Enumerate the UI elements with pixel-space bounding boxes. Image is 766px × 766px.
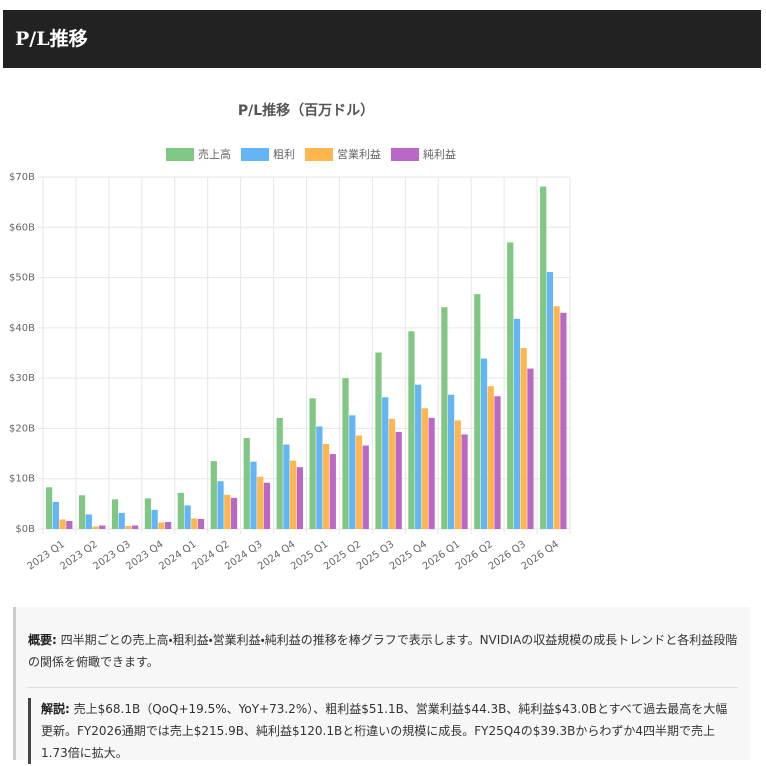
commentary: 解説: 売上$68.1B（QoQ+19.5%、YoY+73.2%）、粗利益$51… <box>28 698 738 764</box>
bar <box>553 306 560 529</box>
y-tick-label: $50B <box>9 273 35 284</box>
bar <box>494 396 501 529</box>
x-tick-label: 2026 Q4 <box>520 539 561 573</box>
page-header: P/L推移 <box>3 10 761 68</box>
bar <box>296 467 303 529</box>
y-tick-label: $30B <box>9 373 35 384</box>
y-tick-label: $10B <box>9 474 35 485</box>
bar <box>560 312 567 529</box>
bar <box>428 417 435 529</box>
bar <box>474 294 481 529</box>
legend-swatch <box>241 148 269 161</box>
bar <box>540 186 547 529</box>
bar <box>290 460 297 529</box>
commentary-label: 解説: <box>41 702 70 716</box>
separator <box>28 687 738 688</box>
bar <box>408 331 415 529</box>
bar <box>92 526 99 529</box>
summary: 概要: 四半期ごとの売上高・粗利益・営業利益・純利益の推移を棒グラフで表示します… <box>28 629 738 673</box>
bar <box>355 435 363 529</box>
bar <box>78 495 86 529</box>
y-tick-label: $0B <box>15 524 35 535</box>
bar <box>322 444 330 529</box>
legend-label: 売上高 <box>198 147 231 161</box>
legend-label: 粗利 <box>273 148 295 161</box>
legend-label: 純利益 <box>423 147 456 161</box>
bar <box>382 397 389 529</box>
y-tick-label: $70B <box>9 172 35 183</box>
bar <box>507 242 514 529</box>
bar <box>165 521 172 529</box>
bar <box>257 476 264 529</box>
bar <box>111 499 119 529</box>
bar <box>132 525 139 529</box>
chart: P/L推移（百万ドル） $0B $10B $20B $30B $40B $50B $60B $… <box>9 102 571 573</box>
bar <box>520 347 527 529</box>
bar <box>415 384 422 529</box>
bar <box>388 418 396 529</box>
bar <box>362 445 369 529</box>
bar <box>177 492 184 529</box>
bar <box>441 307 448 529</box>
bar <box>46 487 53 529</box>
chart-title: P/L推移（百万ドル） <box>238 102 374 119</box>
bar <box>421 408 429 529</box>
legend-label: 営業利益 <box>337 147 381 161</box>
bar <box>184 505 191 529</box>
bar <box>118 512 125 529</box>
commentary-text: 売上$68.1B（QoQ+19.5%、YoY+73.2%）、粗利益$51.1B、… <box>41 702 728 760</box>
bar <box>191 518 198 529</box>
bar <box>158 522 165 529</box>
bar <box>283 444 290 529</box>
bar <box>52 501 59 529</box>
bar <box>487 386 494 529</box>
y-tick-label: $60B <box>9 222 35 233</box>
bar <box>217 481 224 529</box>
bar <box>480 358 488 529</box>
bar <box>527 368 534 529</box>
bar <box>316 426 323 529</box>
y-tick-label: $40B <box>9 323 35 334</box>
bar <box>349 415 356 529</box>
bar <box>151 509 158 529</box>
bar <box>224 494 231 529</box>
bar <box>454 420 461 529</box>
bar <box>144 498 152 529</box>
bar <box>395 431 402 529</box>
bar <box>375 352 382 529</box>
bar <box>250 461 257 529</box>
bar <box>99 525 106 529</box>
summary-text: 四半期ごとの売上高・粗利益・営業利益・純利益の推移を棒グラフで表示します。NVI… <box>28 633 738 669</box>
bar <box>85 514 92 529</box>
bar <box>329 454 336 529</box>
legend-swatch <box>166 148 194 161</box>
bar <box>513 318 521 529</box>
bar <box>243 437 250 529</box>
bar <box>66 520 73 529</box>
bar <box>125 525 132 529</box>
bar <box>546 272 554 529</box>
bar <box>447 394 455 529</box>
bar <box>342 378 349 529</box>
bar <box>59 519 66 529</box>
bar <box>276 417 283 529</box>
bar <box>197 518 205 529</box>
bar <box>309 398 316 529</box>
y-tick-label: $20B <box>9 423 35 434</box>
bar <box>461 434 468 529</box>
legend-swatch <box>305 148 333 161</box>
summary-label: 概要: <box>28 633 57 647</box>
bar <box>230 497 238 529</box>
bar <box>210 461 217 529</box>
bar <box>263 482 271 529</box>
legend-swatch <box>391 148 419 161</box>
notes-panel: 概要: 四半期ごとの売上高・粗利益・営業利益・純利益の推移を棒グラフで表示します… <box>13 607 750 764</box>
